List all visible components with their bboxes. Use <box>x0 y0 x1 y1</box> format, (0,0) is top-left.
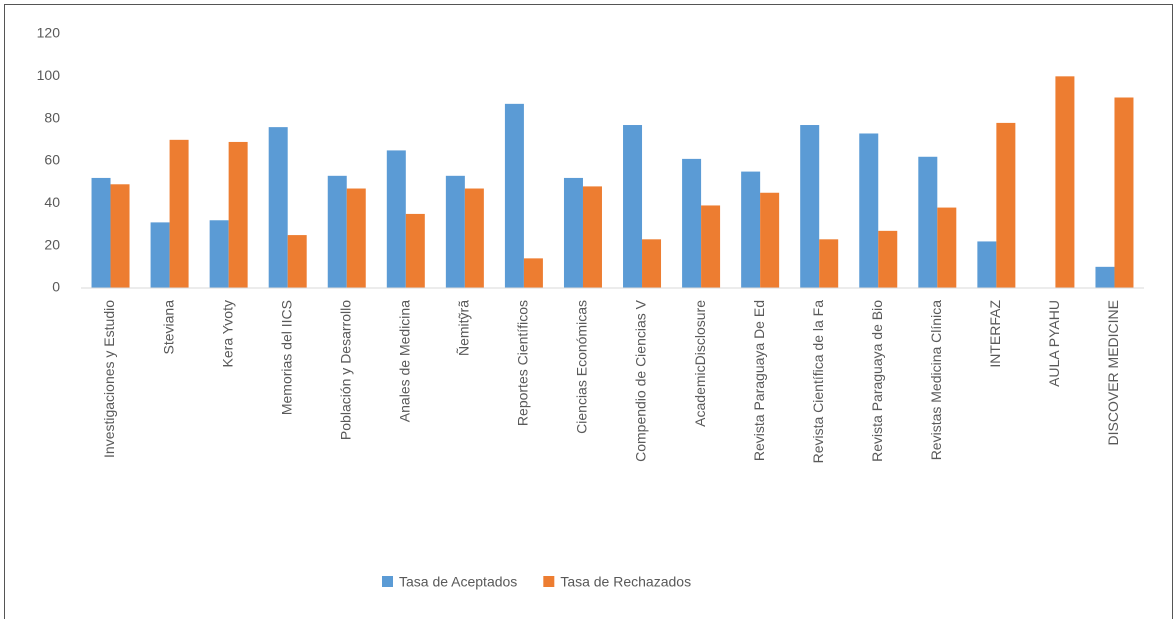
bar <box>209 220 229 288</box>
bar <box>563 177 583 288</box>
bar <box>682 158 702 288</box>
bar <box>996 122 1016 289</box>
bar <box>91 177 111 288</box>
y-tick-label: 60 <box>44 152 60 168</box>
bar <box>110 184 130 288</box>
bar <box>741 171 761 288</box>
bar <box>859 133 879 288</box>
x-tick-label: Memorias del IICS <box>278 300 294 415</box>
y-tick-label: 100 <box>37 67 61 83</box>
bar <box>937 207 957 288</box>
x-tick-label: Reportes Científicos <box>515 300 531 426</box>
bar <box>268 127 288 288</box>
legend-label: Tasa de Aceptados <box>399 574 517 590</box>
x-tick-label: Compendio de Ciencias V <box>633 299 649 462</box>
y-tick-label: 20 <box>44 236 60 252</box>
x-tick-label: Revistas Medicina Clínica <box>928 300 944 460</box>
x-tick-label: Ciencias Económicas <box>574 300 590 434</box>
bar <box>464 188 484 288</box>
legend-label: Tasa de Rechazados <box>560 574 691 590</box>
y-tick-label: 0 <box>52 279 60 295</box>
x-tick-label: Revista Paraguaya de Bio <box>869 300 885 462</box>
legend-swatch <box>382 576 393 587</box>
bar <box>346 188 366 288</box>
bar <box>623 125 643 289</box>
bar <box>760 192 780 288</box>
bar <box>405 213 425 288</box>
y-tick-label: 80 <box>44 109 60 125</box>
bar <box>228 141 248 288</box>
bar <box>169 139 189 288</box>
bar <box>504 103 524 288</box>
bar <box>445 175 465 288</box>
x-tick-label: Kera Yvoty <box>219 300 235 367</box>
bar <box>386 150 406 288</box>
bar <box>1095 266 1115 288</box>
bar <box>1055 76 1075 288</box>
bar <box>642 239 662 288</box>
x-tick-label: AULA PYAHU <box>1046 300 1062 387</box>
bar <box>1114 97 1134 288</box>
bar <box>287 235 307 288</box>
bar <box>701 205 721 288</box>
x-tick-label: Revista Científica de la Fa <box>810 300 826 464</box>
x-tick-label: AcademicDisclosure <box>692 300 708 427</box>
y-tick-label: 120 <box>37 25 61 41</box>
x-tick-label: Investigaciones y Estudio <box>101 300 117 458</box>
bar <box>819 239 839 288</box>
x-tick-label: Steviana <box>160 300 176 355</box>
bar <box>800 125 820 289</box>
x-tick-label: Población y Desarrollo <box>337 300 353 440</box>
x-tick-label: Ñemitỹrã <box>456 300 472 356</box>
bar <box>327 175 347 288</box>
y-tick-label: 40 <box>44 194 60 210</box>
bar <box>977 241 997 288</box>
x-tick-label: Revista Paraguaya De Ed <box>751 300 767 461</box>
x-tick-label: DISCOVER MEDICINE <box>1105 300 1121 445</box>
bar <box>918 156 938 288</box>
bar <box>582 186 602 288</box>
x-tick-label: Anales de Medicina <box>397 300 413 422</box>
bar <box>150 222 170 288</box>
x-tick-label: INTERFAZ <box>987 300 1003 368</box>
chart-border <box>4 4 1173 619</box>
bar <box>878 230 898 288</box>
bar <box>523 258 543 288</box>
legend-swatch <box>543 576 555 587</box>
